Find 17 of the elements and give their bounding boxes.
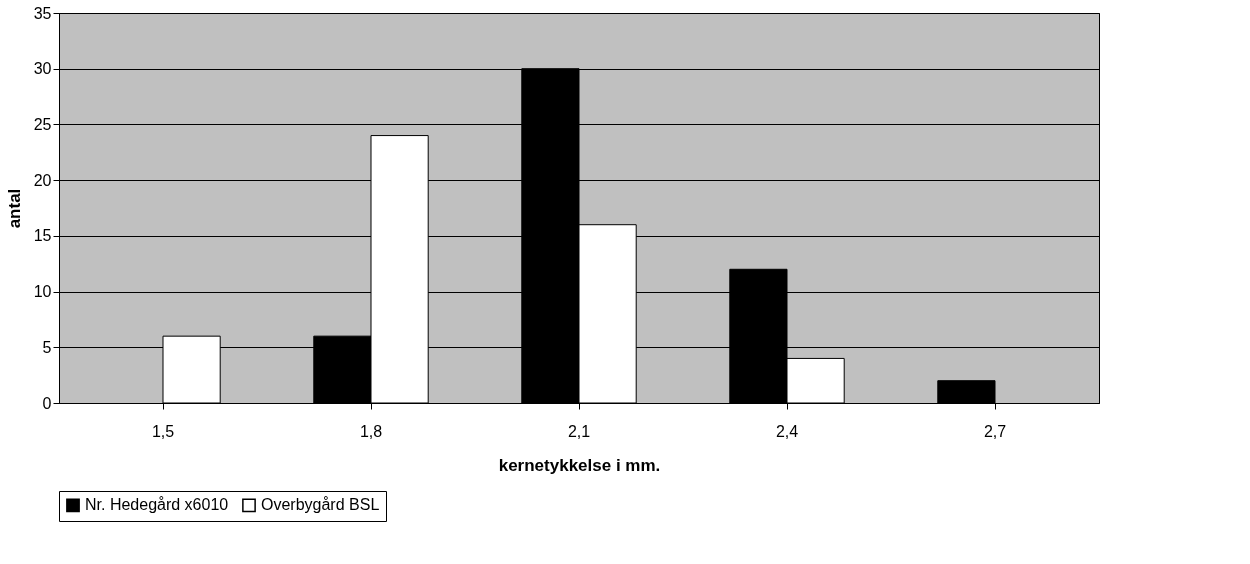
x-tick-label: 1,5 <box>151 422 175 440</box>
legend-label: Overbygård BSL <box>261 496 380 514</box>
x-tick-label: 2,1 <box>567 422 591 440</box>
y-tick-label: 10 <box>33 283 52 301</box>
y-tick-label: 35 <box>33 4 52 22</box>
y-tick-label: 25 <box>33 115 52 133</box>
x-tick-label: 2,7 <box>983 422 1007 440</box>
y-tick-label: 0 <box>42 394 52 412</box>
x-tick-label: 1,8 <box>359 422 383 440</box>
y-axis-title: antal <box>4 188 24 229</box>
y-tick-label: 15 <box>33 227 52 245</box>
y-tick-label: 30 <box>33 60 52 78</box>
y-tick-label: 20 <box>33 171 52 189</box>
legend-label: Nr. Hedegård x6010 <box>85 496 229 514</box>
x-tick-label: 2,4 <box>775 422 799 440</box>
y-tick-label: 5 <box>42 338 52 356</box>
x-axis-title: kernetykkelse i mm. <box>498 455 661 475</box>
